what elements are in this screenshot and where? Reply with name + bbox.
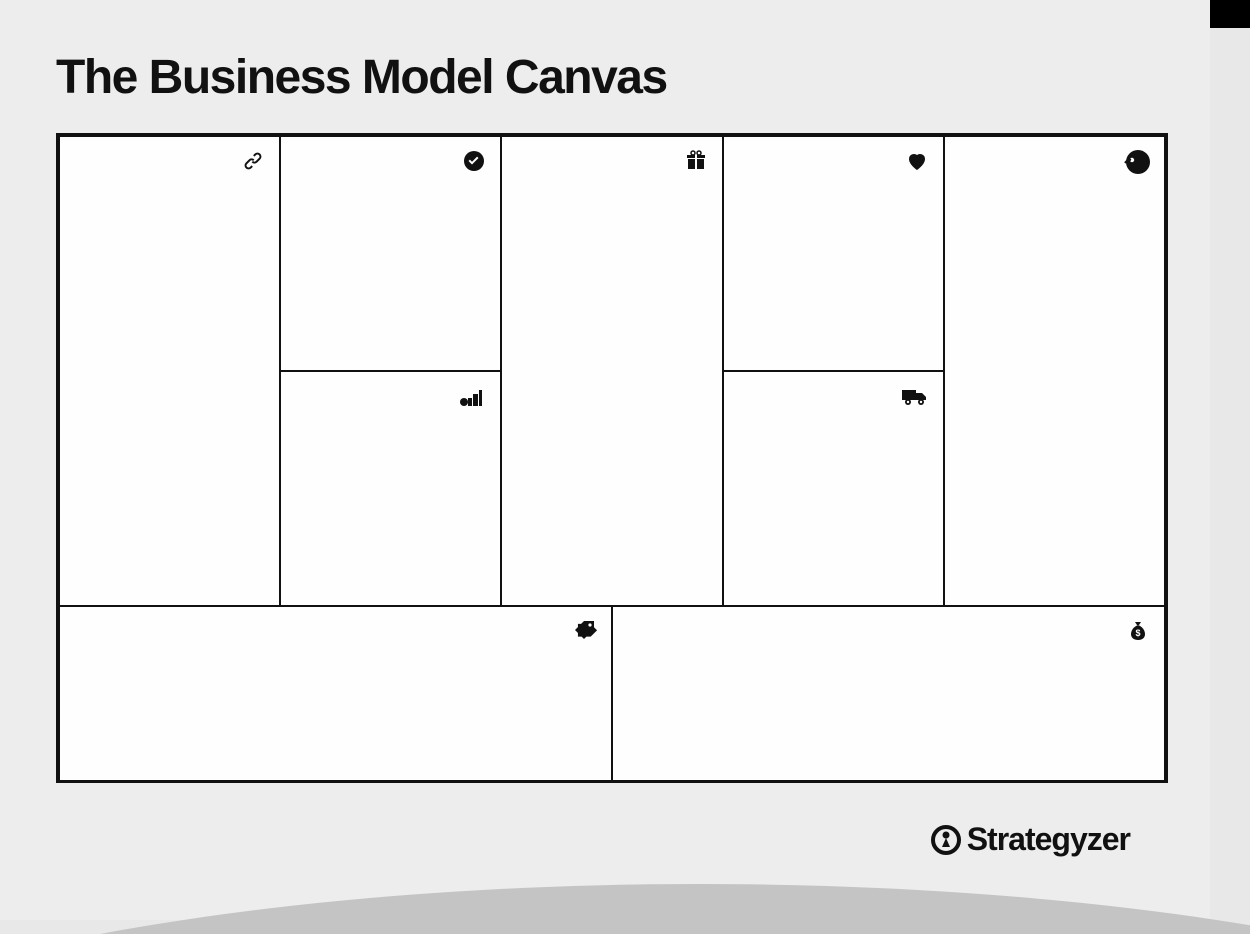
gift-icon (684, 149, 708, 173)
cell-customer-segments (944, 136, 1165, 606)
cell-revenue-streams: $ (612, 606, 1165, 781)
cell-key-activities (280, 136, 501, 371)
business-model-canvas: $ (56, 133, 1168, 783)
cell-key-resources (280, 371, 501, 606)
cell-value-propositions (501, 136, 722, 606)
page-container: The Business Model Canvas (0, 0, 1210, 920)
check-icon (462, 149, 486, 173)
brand-name: Strategyzer (967, 821, 1130, 858)
heart-icon (905, 149, 929, 173)
corner-tab (1210, 0, 1250, 28)
truck-icon (901, 384, 929, 408)
cell-channels (723, 371, 944, 606)
moneybag-icon: $ (1126, 619, 1150, 643)
cell-customer-relationships (723, 136, 944, 371)
factory-icon (458, 388, 486, 408)
page-title: The Business Model Canvas (56, 50, 1154, 105)
svg-text:$: $ (1135, 628, 1140, 638)
cell-key-partners (59, 136, 280, 606)
strategyzer-logo-icon (931, 825, 961, 855)
person-icon (1124, 149, 1150, 175)
brand-footer: Strategyzer (931, 821, 1130, 858)
tag-icon (573, 619, 597, 643)
link-icon (241, 149, 265, 173)
cell-cost-structure (59, 606, 612, 781)
